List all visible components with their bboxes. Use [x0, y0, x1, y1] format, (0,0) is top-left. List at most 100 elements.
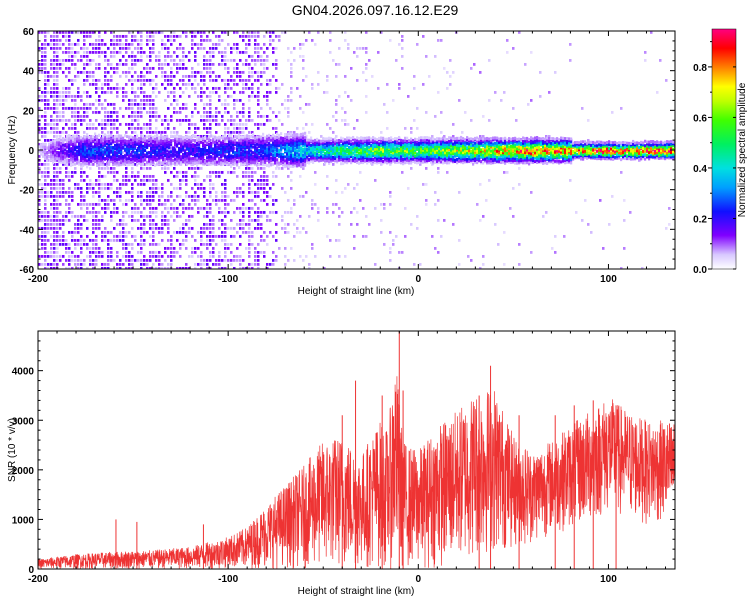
- noise-cell: [134, 135, 137, 138]
- noise-cell: [209, 123, 212, 126]
- noise-cell: [296, 219, 299, 222]
- noise-cell: [350, 99, 353, 102]
- noise-cell: [179, 247, 182, 250]
- noise-cell: [173, 255, 176, 258]
- noise-cell: [173, 207, 176, 210]
- noise-cell: [401, 55, 404, 58]
- noise-cell: [104, 43, 107, 46]
- noise-cell: [173, 251, 176, 254]
- noise-cell: [125, 175, 128, 178]
- signal-cell: [156, 152, 159, 156]
- signal-cell: [90, 162, 93, 166]
- noise-cell: [53, 211, 56, 214]
- signal-cell: [266, 156, 269, 160]
- noise-cell: [131, 107, 134, 110]
- noise-cell: [68, 203, 71, 206]
- noise-cell: [62, 239, 65, 242]
- noise-cell: [146, 63, 149, 66]
- noise-cell: [170, 83, 173, 86]
- noise-cell: [164, 171, 167, 174]
- signal-cell: [272, 162, 275, 166]
- signal-cell: [200, 151, 203, 155]
- signal-cell: [242, 141, 245, 145]
- noise-cell: [257, 103, 260, 106]
- noise-cell: [122, 215, 125, 218]
- signal-cell: [56, 151, 59, 155]
- signal-cell: [290, 158, 293, 162]
- noise-cell: [167, 63, 170, 66]
- signal-cell: [172, 154, 175, 158]
- signal-cell: [64, 138, 67, 142]
- signal-cell: [214, 155, 217, 159]
- noise-cell: [278, 87, 281, 90]
- signal-cell: [198, 137, 201, 141]
- noise-cell: [245, 247, 248, 250]
- signal-cell: [202, 154, 205, 158]
- signal-cell: [112, 161, 115, 165]
- noise-cell: [47, 79, 50, 82]
- noise-cell: [407, 95, 410, 98]
- noise-cell: [209, 231, 212, 234]
- signal-cell: [278, 150, 281, 154]
- noise-cell: [65, 211, 68, 214]
- noise-cell: [275, 47, 278, 50]
- signal-cell: [296, 143, 299, 147]
- noise-cell: [182, 107, 185, 110]
- noise-cell: [158, 199, 161, 202]
- signal-cell: [292, 135, 295, 139]
- noise-cell: [83, 219, 86, 222]
- noise-cell: [74, 127, 77, 130]
- noise-cell: [155, 55, 158, 58]
- noise-cell: [119, 123, 122, 126]
- signal-cell: [222, 141, 225, 145]
- noise-cell: [80, 55, 83, 58]
- noise-cell: [230, 199, 233, 202]
- signal-cell: [126, 160, 129, 164]
- noise-cell: [122, 87, 125, 90]
- signal-cell: [136, 159, 139, 163]
- noise-cell: [98, 223, 101, 226]
- noise-cell: [149, 211, 152, 214]
- noise-cell: [185, 263, 188, 266]
- noise-cell: [110, 55, 113, 58]
- noise-cell: [167, 95, 170, 98]
- signal-cell: [58, 144, 61, 148]
- noise-cell: [128, 115, 131, 118]
- noise-cell: [59, 171, 62, 174]
- signal-cell: [84, 135, 87, 139]
- noise-cell: [104, 91, 107, 94]
- noise-cell: [170, 235, 173, 238]
- signal-cell: [266, 151, 269, 155]
- signal-cell: [262, 145, 265, 149]
- noise-cell: [89, 203, 92, 206]
- noise-cell: [68, 243, 71, 246]
- noise-cell: [122, 99, 125, 102]
- noise-cell: [350, 211, 353, 214]
- noise-cell: [191, 111, 194, 114]
- signal-cell: [282, 152, 285, 156]
- signal-cell: [48, 148, 51, 152]
- signal-cell: [46, 146, 49, 150]
- noise-cell: [125, 107, 128, 110]
- noise-cell: [101, 103, 104, 106]
- noise-cell: [50, 215, 53, 218]
- noise-cell: [119, 183, 122, 186]
- noise-cell: [50, 223, 53, 226]
- signal-cell: [68, 136, 71, 140]
- noise-cell: [155, 191, 158, 194]
- signal-cell: [110, 141, 113, 145]
- noise-cell: [113, 179, 116, 182]
- noise-cell: [338, 207, 341, 210]
- signal-cell: [196, 160, 199, 164]
- noise-cell: [107, 239, 110, 242]
- noise-cell: [284, 211, 287, 214]
- noise-cell: [362, 47, 365, 50]
- signal-cell: [222, 145, 225, 149]
- noise-cell: [182, 103, 185, 106]
- signal-cell: [274, 159, 277, 163]
- noise-cell: [92, 111, 95, 114]
- noise-cell: [191, 255, 194, 258]
- noise-cell: [209, 255, 212, 258]
- noise-cell: [194, 43, 197, 46]
- noise-cell: [185, 191, 188, 194]
